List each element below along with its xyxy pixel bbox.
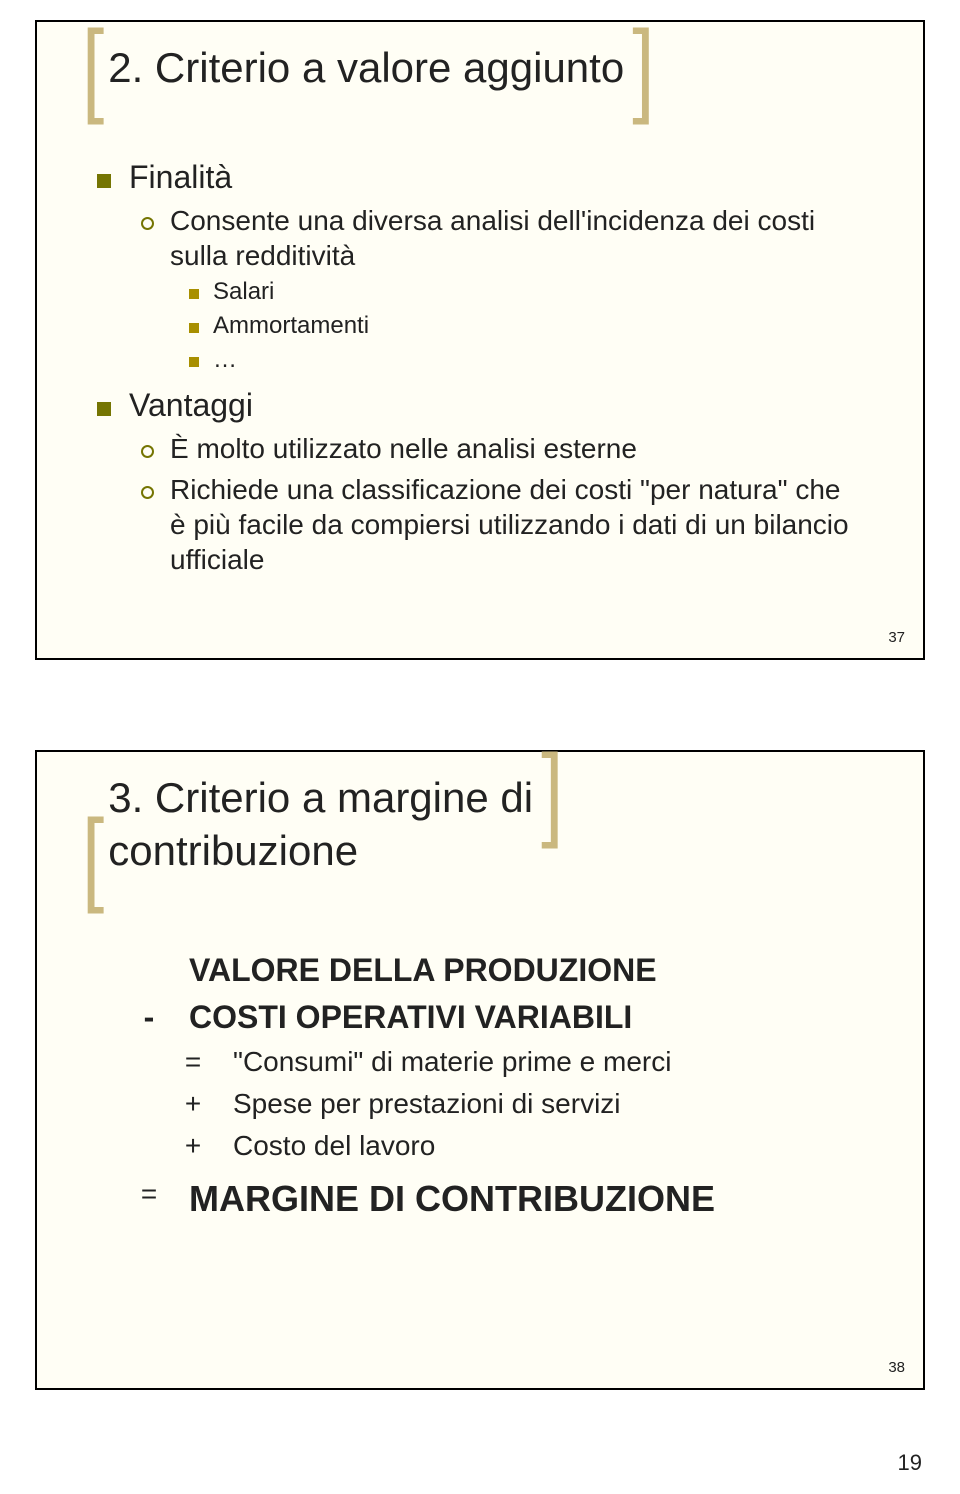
list-item: Vantaggi È molto utilizzato nelle analis…: [97, 385, 863, 577]
bullet-row: Consente una diversa analisi dell'incide…: [141, 203, 863, 273]
bullet-row: Richiede una classificazione dei costi "…: [141, 472, 863, 577]
bullet-row: È molto utilizzato nelle analisi esterne: [141, 431, 863, 466]
operator: -: [127, 999, 171, 1036]
slide-page-number: 38: [888, 1359, 905, 1376]
bullet-label: Vantaggi: [129, 385, 253, 425]
calc-row: - COSTI OPERATIVI VARIABILI: [127, 999, 853, 1036]
bullet-label: Ammortamenti: [213, 311, 369, 341]
calc-label: MARGINE DI CONTRIBUZIONE: [189, 1178, 715, 1220]
square-bullet-icon: [189, 357, 199, 367]
circle-bullet-icon: [141, 217, 154, 230]
circle-bullet-icon: [141, 486, 154, 499]
document-page: [ 2. Criterio a valore aggiunto ] Finali…: [0, 0, 960, 1494]
calc-label: Spese per prestazioni di servizi: [233, 1088, 621, 1120]
calc-label: VALORE DELLA PRODUZIONE: [189, 952, 657, 989]
bullet-row: Ammortamenti: [189, 311, 863, 341]
bullet-label: Salari: [213, 277, 274, 307]
bracket-left-icon: [: [82, 831, 104, 883]
slide-1-body: Finalità Consente una diversa analisi de…: [97, 157, 863, 587]
calc-row: VALORE DELLA PRODUZIONE: [127, 952, 853, 989]
operator: +: [171, 1088, 215, 1120]
calc-row: + Costo del lavoro: [171, 1130, 853, 1162]
calc-label: COSTI OPERATIVI VARIABILI: [189, 999, 632, 1036]
slide-2-title-line1: 3. Criterio a margine di: [108, 774, 533, 821]
bracket-right-icon: ]: [632, 42, 654, 94]
circle-bullet-icon: [141, 445, 154, 458]
square-bullet-icon: [189, 323, 199, 333]
slide-page-number: 37: [888, 629, 905, 646]
slide-1: [ 2. Criterio a valore aggiunto ] Finali…: [35, 20, 925, 660]
calc-row: = MARGINE DI CONTRIBUZIONE: [127, 1178, 853, 1220]
calc-row: = "Consumi" di materie prime e merci: [171, 1046, 853, 1078]
square-bullet-icon: [97, 174, 111, 188]
slide-2-title-line2: contribuzione: [108, 827, 358, 874]
operator: =: [127, 1178, 171, 1220]
bullet-label: È molto utilizzato nelle analisi esterne: [170, 431, 637, 466]
bullet-label: Richiede una classificazione dei costi "…: [170, 472, 863, 577]
list-item: Finalità Consente una diversa analisi de…: [97, 157, 863, 375]
bracket-right-icon: ]: [541, 766, 563, 818]
calc-label: Costo del lavoro: [233, 1130, 435, 1162]
bullet-row: Salari: [189, 277, 863, 307]
slide-1-title: 2. Criterio a valore aggiunto: [106, 42, 630, 95]
bullet-label: Consente una diversa analisi dell'incide…: [170, 203, 863, 273]
slide-2-title-wrap: [ 3. Criterio a margine di contribuzione…: [82, 772, 563, 877]
slide-2-title: 3. Criterio a margine di contribuzione: [106, 772, 539, 877]
bracket-left-icon: [: [82, 42, 104, 94]
calc-row: + Spese per prestazioni di servizi: [171, 1088, 853, 1120]
calc-label: "Consumi" di materie prime e merci: [233, 1046, 671, 1078]
operator: =: [171, 1046, 215, 1078]
bullet-row: Vantaggi: [97, 385, 863, 425]
slide-2-body: VALORE DELLA PRODUZIONE - COSTI OPERATIV…: [127, 952, 853, 1230]
bullet-label: …: [213, 345, 237, 375]
document-page-number: 19: [898, 1450, 922, 1476]
slide-2: [ 3. Criterio a margine di contribuzione…: [35, 750, 925, 1390]
bullet-label: Finalità: [129, 157, 232, 197]
square-bullet-icon: [97, 402, 111, 416]
slide-1-title-wrap: [ 2. Criterio a valore aggiunto ]: [82, 42, 654, 95]
bullet-row: …: [189, 345, 863, 375]
operator: +: [171, 1130, 215, 1162]
square-bullet-icon: [189, 289, 199, 299]
bullet-row: Finalità: [97, 157, 863, 197]
